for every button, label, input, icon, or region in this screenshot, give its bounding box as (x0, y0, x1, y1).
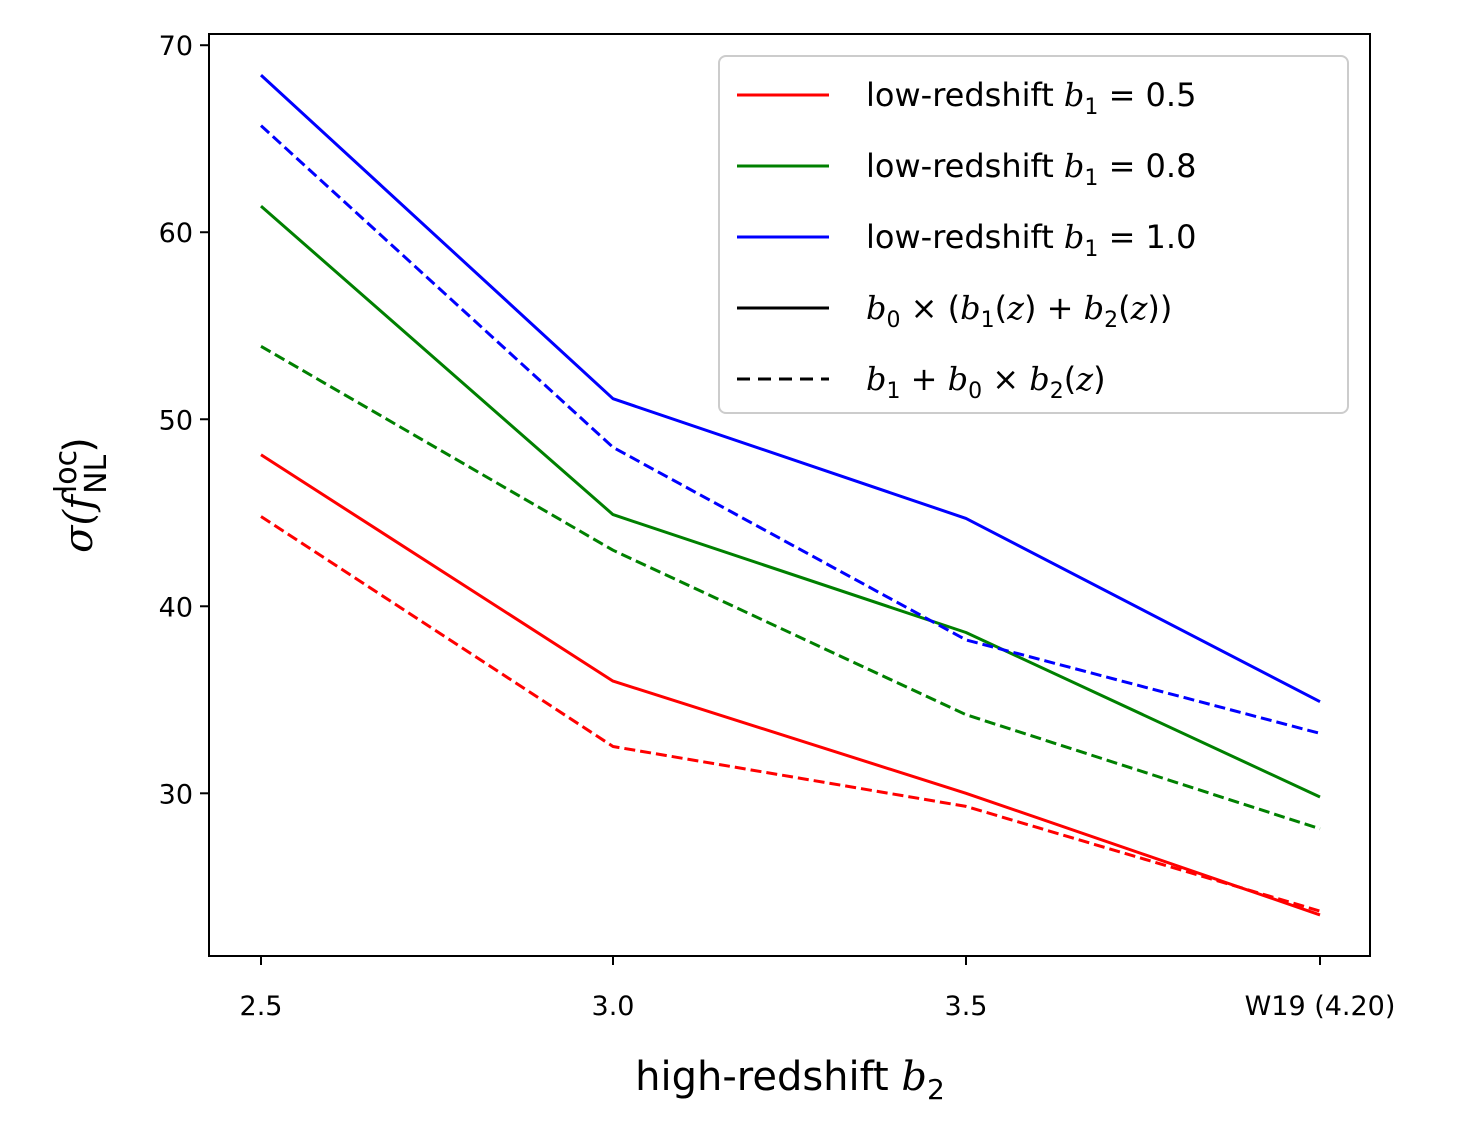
x-tick-label: 3.0 (592, 991, 635, 1022)
x-axis: 2.5 3.0 3.5 W19 (4.20) (240, 956, 1396, 1022)
x-axis-title: high-redshift b2 (635, 1054, 945, 1106)
series-line-6 (259, 124, 1321, 735)
x-tick-label: 3.5 (945, 991, 988, 1022)
x-tick-label: W19 (4.20) (1245, 991, 1396, 1022)
y-tick-label: 70 (159, 31, 193, 62)
series-line-5 (259, 73, 1321, 704)
legend-label-4: b0 × (b1(z) + b2(z)) (866, 289, 1172, 333)
y-tick-label: 40 (159, 592, 193, 623)
legend-label-3: low-redshift b1 = 1.0 (866, 218, 1196, 262)
legend-entries: low-redshift b1 = 0.5 low-redshift b1 = 0… (737, 76, 1196, 404)
series-line-2 (260, 515, 1321, 913)
y-axis: 30 40 50 60 70 (159, 31, 209, 810)
plot-frame (208, 33, 1371, 957)
legend: low-redshift b1 = 0.5 low-redshift b1 = 0… (718, 55, 1349, 414)
y-tick-label: 60 (159, 218, 193, 249)
legend-label-5: b1 + b0 × b2(z) (866, 360, 1106, 404)
y-tick-label: 50 (159, 405, 193, 436)
y-axis-title: σ(flocNL) (49, 437, 114, 553)
x-tick-label: 2.5 (240, 991, 283, 1022)
series-line-1 (260, 453, 1321, 917)
series-line-3 (260, 204, 1321, 799)
y-tick-label: 30 (159, 779, 193, 810)
legend-label-1: low-redshift b1 = 0.5 (866, 76, 1196, 120)
legend-label-2: low-redshift b1 = 0.8 (866, 147, 1196, 191)
series-line-4 (260, 345, 1321, 831)
series-layer (259, 73, 1321, 917)
y-axis-title-group: σ(flocNL) (49, 437, 114, 553)
legend-box (718, 55, 1349, 414)
